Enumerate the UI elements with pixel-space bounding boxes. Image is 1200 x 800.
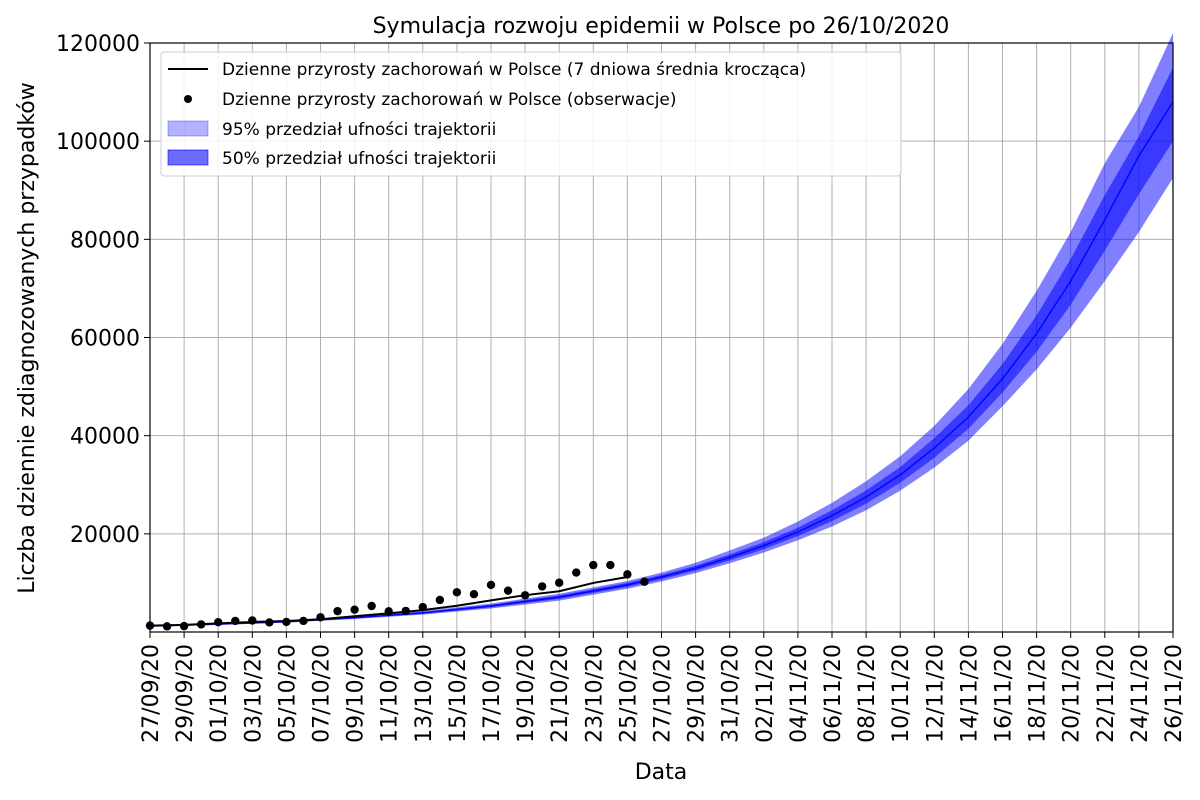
observation-point: [282, 617, 291, 627]
x-tick-label: 29/09/20: [173, 644, 198, 743]
observation-point: [469, 590, 479, 599]
x-tick-label: 27/10/20: [651, 644, 676, 743]
x-tick-label: 24/11/20: [1128, 644, 1153, 743]
x-axis-label: Data: [635, 760, 688, 785]
observation-point: [606, 560, 615, 570]
y-tick-label: 40000: [70, 425, 140, 450]
legend-label-rolling-mean: Dzienne przyrosty zachorowań w Polsce (7…: [222, 60, 806, 80]
legend: Dzienne przyrosty zachorowań w Polsce (7…: [160, 51, 902, 177]
observation-point: [640, 577, 649, 586]
observation-point: [520, 591, 530, 600]
observation-point: [367, 601, 376, 611]
observation-point: [214, 617, 223, 627]
observation-point: [231, 616, 240, 626]
x-tick-label: 04/11/20: [787, 644, 812, 743]
y-tick-label: 100000: [56, 130, 140, 155]
observation-points: [145, 560, 649, 631]
x-tick-label: 19/10/20: [514, 644, 539, 743]
x-tick-label: 15/10/20: [446, 644, 471, 743]
observation-point: [401, 606, 410, 616]
observation-point: [265, 618, 274, 627]
x-tick-label: 10/11/20: [889, 644, 914, 743]
observation-point: [316, 613, 325, 622]
x-tick-label: 31/10/20: [719, 644, 744, 743]
observation-point: [435, 595, 445, 605]
x-tick-label: 05/10/20: [275, 644, 300, 743]
observation-point: [486, 580, 496, 590]
observation-point: [162, 622, 172, 631]
chart-title: Symulacja rozwoju epidemii w Polsce po 2…: [373, 14, 950, 39]
legend-box: [160, 51, 902, 177]
legend-label-observations: Dzienne przyrosty zachorowań w Polsce (o…: [222, 90, 677, 110]
x-tick-label: 21/10/20: [548, 644, 573, 743]
observation-point: [503, 586, 513, 595]
x-tick-label: 23/10/20: [582, 644, 607, 743]
observation-point: [248, 616, 257, 625]
x-tick-label: 17/10/20: [480, 644, 505, 743]
observation-point: [299, 616, 308, 626]
median-line: [149, 101, 1174, 627]
y-tick-label: 60000: [70, 327, 140, 352]
y-tick-label: 120000: [56, 32, 140, 57]
x-tick-label: 11/10/20: [378, 644, 403, 743]
legend-band95-swatch: [167, 120, 209, 137]
y-tick-label: 20000: [70, 523, 140, 548]
observation-point: [452, 588, 462, 597]
legend-label-ci95: 95% przedział ufności trajektorii: [222, 120, 496, 140]
x-tick-label: 25/10/20: [616, 644, 641, 743]
observation-point: [179, 621, 189, 631]
x-axis-ticks: 27/09/20 29/09/20 01/10/20 03/10/20 05/10/20…: [139, 632, 1187, 743]
x-tick-label: 08/11/20: [855, 644, 880, 743]
y-axis-ticks: 20000 40000 60000 80000 100000 120000: [56, 32, 150, 548]
band-95: [150, 33, 1173, 627]
x-tick-label: 14/11/20: [957, 644, 982, 743]
x-tick-label: 20/11/20: [1060, 644, 1085, 743]
observation-point: [350, 605, 359, 614]
observation-point: [418, 602, 427, 612]
legend-band50-swatch: [167, 149, 209, 166]
legend-dot-swatch: [184, 95, 192, 103]
confidence-bands: [150, 33, 1173, 627]
y-tick-label: 80000: [70, 228, 140, 253]
x-tick-label: 18/11/20: [1026, 644, 1051, 743]
legend-label-ci50: 50% przedział ufności trajektorii: [222, 149, 496, 169]
x-tick-label: 27/09/20: [139, 644, 164, 743]
x-tick-label: 12/11/20: [923, 644, 948, 743]
x-tick-label: 02/11/20: [753, 644, 778, 743]
x-tick-label: 26/11/20: [1162, 644, 1187, 743]
observation-point: [333, 606, 342, 616]
observation-point: [572, 568, 581, 577]
observation-point: [623, 570, 632, 579]
observation-point: [589, 560, 598, 570]
x-tick-label: 09/10/20: [344, 644, 369, 743]
x-tick-label: 01/10/20: [207, 644, 232, 743]
x-tick-label: 07/10/20: [310, 644, 335, 743]
observation-point: [555, 578, 564, 587]
observation-point: [537, 582, 547, 591]
x-tick-label: 13/10/20: [412, 644, 437, 743]
x-tick-label: 22/11/20: [1094, 644, 1119, 743]
y-axis-label: Liczba dziennie zdiagnozowanych przypadk…: [15, 82, 40, 594]
observation-point: [196, 620, 206, 629]
x-tick-label: 06/11/20: [821, 644, 846, 743]
x-tick-label: 29/10/20: [685, 644, 710, 743]
observation-point: [384, 607, 393, 616]
x-tick-label: 16/11/20: [992, 644, 1017, 743]
x-tick-label: 03/10/20: [241, 644, 266, 743]
